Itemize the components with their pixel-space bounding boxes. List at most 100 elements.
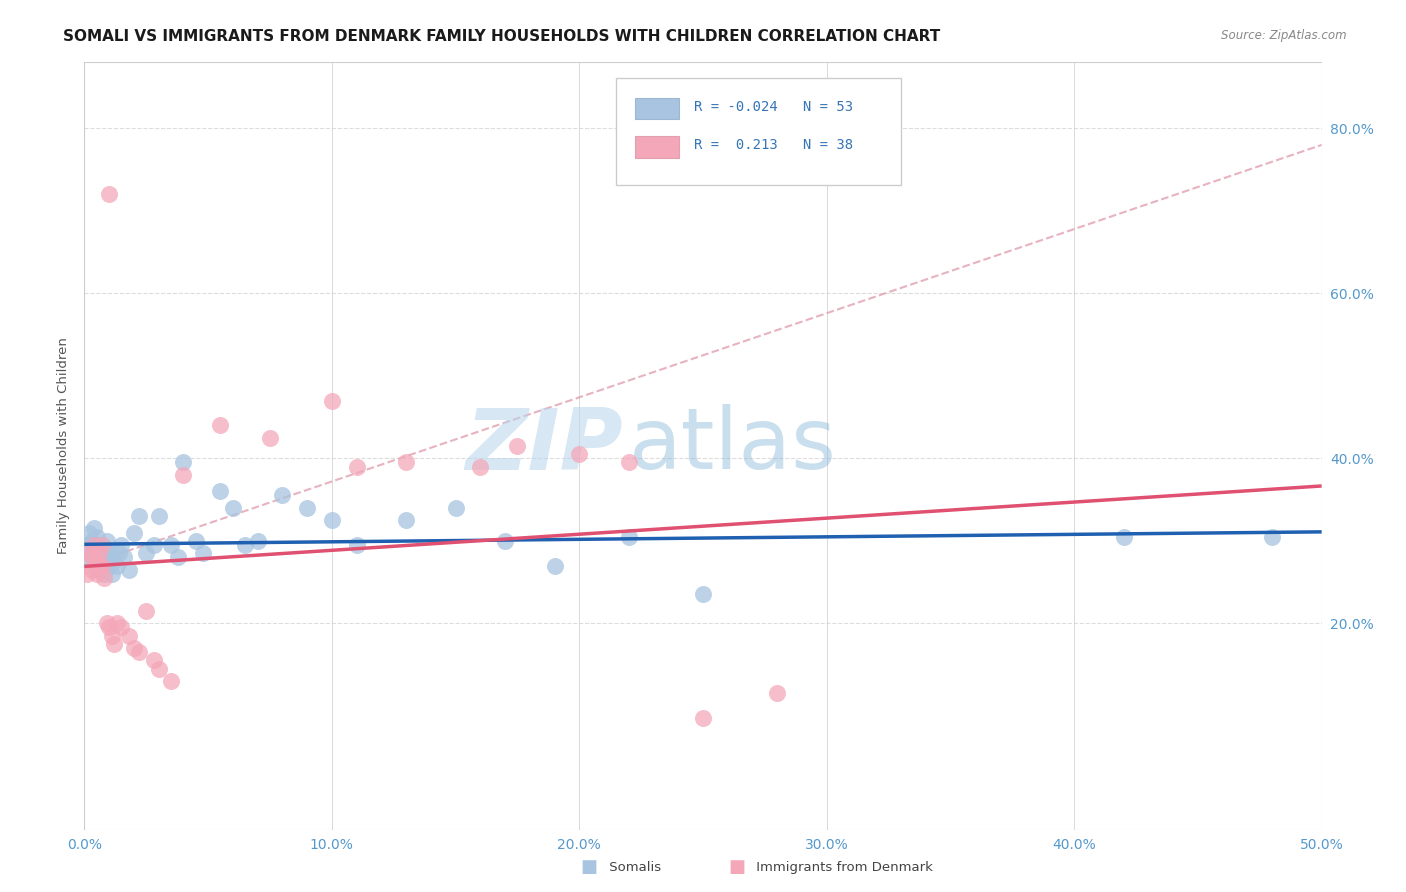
Point <box>184 533 207 548</box>
Point <box>128 509 150 524</box>
Point <box>172 455 194 469</box>
Point <box>321 513 343 527</box>
Point <box>172 467 194 482</box>
Text: Immigrants from Denmark: Immigrants from Denmark <box>752 861 934 873</box>
Point <box>191 546 214 560</box>
Text: Somalis: Somalis <box>605 861 661 873</box>
Point <box>118 629 141 643</box>
Point <box>246 533 269 548</box>
Text: Source: ZipAtlas.com: Source: ZipAtlas.com <box>1222 29 1347 42</box>
Point <box>98 546 121 560</box>
Text: ■: ■ <box>728 858 745 876</box>
Point <box>86 554 108 568</box>
Point <box>209 418 232 433</box>
Point <box>76 566 98 581</box>
Point <box>142 538 165 552</box>
Point <box>128 645 150 659</box>
Point <box>80 533 103 548</box>
Point <box>79 525 101 540</box>
Point <box>80 550 103 565</box>
Point <box>86 566 108 581</box>
Point <box>93 571 115 585</box>
Point <box>617 530 640 544</box>
Point <box>96 616 118 631</box>
Point <box>295 500 318 515</box>
Point <box>93 566 115 581</box>
Point <box>110 620 132 634</box>
Point <box>100 566 122 581</box>
Point <box>103 554 125 568</box>
Point <box>93 542 115 557</box>
Point <box>321 393 343 408</box>
Point <box>80 563 103 577</box>
Text: R =  0.213   N = 38: R = 0.213 N = 38 <box>695 138 853 153</box>
Point <box>209 484 232 499</box>
Text: atlas: atlas <box>628 404 837 488</box>
Point <box>118 563 141 577</box>
Point <box>105 616 128 631</box>
Point <box>543 558 565 573</box>
Point <box>122 525 145 540</box>
Point <box>86 542 108 557</box>
Point <box>148 509 170 524</box>
Point <box>395 455 418 469</box>
Point <box>96 533 118 548</box>
FancyBboxPatch shape <box>616 78 901 186</box>
Point <box>568 447 591 461</box>
FancyBboxPatch shape <box>636 136 679 158</box>
Point <box>617 455 640 469</box>
Point <box>1112 530 1135 544</box>
Point <box>89 558 111 573</box>
FancyBboxPatch shape <box>636 98 679 120</box>
Point <box>506 439 529 453</box>
Point <box>233 538 256 552</box>
Text: ■: ■ <box>581 858 598 876</box>
Point <box>122 641 145 656</box>
Point <box>112 550 135 565</box>
Point <box>83 538 105 552</box>
Point <box>90 558 112 573</box>
Point <box>89 546 111 560</box>
Point <box>259 431 281 445</box>
Point <box>160 674 183 689</box>
Point <box>110 538 132 552</box>
Point <box>86 530 108 544</box>
Point <box>1261 530 1284 544</box>
Text: ZIP: ZIP <box>465 404 623 488</box>
Point <box>692 587 714 601</box>
Point <box>346 538 368 552</box>
Point <box>692 711 714 725</box>
Point <box>494 533 516 548</box>
Point <box>135 546 157 560</box>
Point <box>90 538 112 552</box>
Text: SOMALI VS IMMIGRANTS FROM DENMARK FAMILY HOUSEHOLDS WITH CHILDREN CORRELATION CH: SOMALI VS IMMIGRANTS FROM DENMARK FAMILY… <box>63 29 941 44</box>
Point <box>100 629 122 643</box>
Point <box>83 521 105 535</box>
Point <box>83 538 105 552</box>
Point <box>98 620 121 634</box>
Point <box>160 538 183 552</box>
Point <box>98 558 121 573</box>
Point <box>90 538 112 552</box>
Point <box>470 459 492 474</box>
Point <box>89 546 111 560</box>
Point <box>80 546 103 560</box>
Point <box>76 538 98 552</box>
Point <box>89 563 111 577</box>
Point <box>222 500 245 515</box>
Point <box>98 187 121 202</box>
Point <box>79 546 101 560</box>
Point <box>135 604 157 618</box>
Y-axis label: Family Households with Children: Family Households with Children <box>58 337 70 555</box>
Text: R = -0.024   N = 53: R = -0.024 N = 53 <box>695 100 853 114</box>
Point <box>79 554 101 568</box>
Point <box>395 513 418 527</box>
Point <box>86 554 108 568</box>
Point <box>148 662 170 676</box>
Point <box>346 459 368 474</box>
Point <box>167 550 190 565</box>
Point <box>271 488 294 502</box>
Point <box>90 558 112 573</box>
Point <box>108 546 131 560</box>
Point <box>142 653 165 667</box>
